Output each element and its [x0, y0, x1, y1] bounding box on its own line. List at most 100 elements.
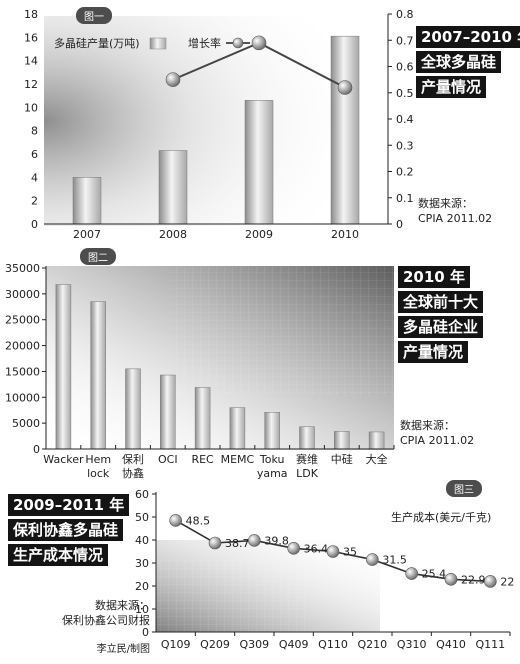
chart3-data-label: 38.7 [225, 537, 250, 550]
chart3-cost-point [326, 545, 340, 558]
chart3-cost-point [484, 575, 497, 588]
chart1-bar [158, 150, 188, 225]
chart3-credit: 李立民/制图 [96, 644, 150, 655]
chart3-cost-point [208, 536, 222, 550]
chart2-title: 2010 年 全球前十大 多晶硅企业 产量情况 [398, 266, 484, 363]
chart2-title-line: 多晶硅企业 [398, 316, 484, 338]
chart3-cost-point [169, 514, 182, 527]
chart2-source-line: 数据来源： [400, 419, 455, 432]
chart1-bar [330, 35, 360, 225]
chart2-badge-text: 图二 [88, 252, 108, 264]
chart3-data-label: 36.4 [304, 542, 329, 555]
chart3-title-line: 2009–2011 年 [8, 494, 130, 516]
chart2-bar [334, 431, 350, 450]
chart1-badge: 图一 [76, 7, 112, 24]
chart2-y-tick-label: 25000 [5, 314, 40, 327]
chart3-data-label: 22 [500, 575, 514, 588]
chart1-legend-line-marker [232, 37, 244, 49]
chart2-x-tick-label: 赛维 [296, 452, 318, 466]
chart2-source: 数据来源： CPIA 2011.02 [400, 418, 474, 448]
chart1-x-tick-label: 2009 [245, 228, 273, 241]
chart3-badge-text: 图三 [454, 484, 474, 496]
chart1-legend-line-label: 增长率 [188, 36, 221, 50]
chart1-badge-text: 图一 [84, 11, 104, 23]
chart2-x-tick-label: MEMC [221, 453, 255, 466]
chart3-x-tick-label: Q109 [161, 638, 191, 651]
chart2-bar [90, 301, 106, 450]
chart2-x-tick-label: 大全 [366, 452, 388, 466]
chart3-y-tick-label: 30 [135, 557, 149, 570]
chart1-left-tick-label: 12 [24, 78, 38, 91]
chart3-x-tick-label: Q209 [200, 638, 230, 651]
chart2-y-tick-label: 30000 [5, 288, 40, 301]
chart3-data-label: 31.5 [382, 554, 407, 567]
chart1-legend: 多晶硅产量(万吨) 增长率 [54, 36, 250, 50]
chart3-x-tick-label: Q110 [318, 638, 348, 651]
chart1-right-tick-label: 0 [396, 218, 403, 231]
chart2-y-tick-label: 5000 [12, 417, 40, 430]
chart3-x-tick-label: Q410 [436, 638, 466, 651]
chart3-cost-point [287, 541, 300, 555]
chart3-source: 数据来源： 保利协鑫公司财报 [30, 598, 150, 628]
chart3-data-label: 48.5 [186, 514, 211, 527]
chart2-y-tick-label: 10000 [5, 391, 40, 404]
chart2-bar [125, 368, 141, 450]
chart1-right-tick-label: 0.5 [396, 87, 414, 100]
chart1-left-tick-label: 10 [24, 101, 38, 114]
chart3-x-tick-label: Q111 [476, 638, 506, 651]
chart3-badge: 图三 [446, 480, 482, 497]
chart3-data-label: 39.8 [264, 534, 289, 547]
chart2-x-tick-label: Hem [85, 453, 111, 466]
chart3-cost-point [405, 567, 418, 580]
chart1-title: 2007–2010 年 全球多晶硅 产量情况 [416, 26, 520, 98]
chart1-x-tick-label: 2008 [159, 228, 187, 241]
chart2-x-tick-label: lock [87, 467, 110, 480]
chart1-x-tick-label: 2010 [331, 228, 359, 241]
chart2-bar [229, 407, 246, 450]
chart1-source-line: 数据来源： [418, 197, 473, 210]
chart2-y-tick-label: 0 [33, 443, 40, 456]
chart1-left-tick-label: 14 [24, 55, 38, 68]
chart3-glow-grid [156, 560, 306, 632]
chart1-right-tick-label: 0.2 [396, 166, 414, 179]
chart3-cost-point [366, 553, 379, 566]
chart2-bar [194, 387, 211, 450]
chart2-x-tick-label: 协鑫 [122, 466, 144, 480]
chart2-bar [160, 374, 176, 450]
chart1-title-line: 产量情况 [416, 76, 487, 98]
chart2-x-tick-label: Toku [259, 453, 285, 466]
chart3-series-label: 生产成本(美元/千克) [391, 510, 491, 524]
chart1-title-line: 全球多晶硅 [416, 51, 502, 73]
chart1-source-line: CPIA 2011.02 [418, 212, 493, 225]
chart3-source-line: 数据来源： [95, 599, 150, 612]
chart2-bar [368, 431, 385, 450]
chart1-growth-point [337, 80, 353, 95]
chart3-y-tick-label: 10 [135, 603, 149, 616]
chart1-growth-point [251, 35, 267, 51]
chart3-y-tick-label: 60 [135, 488, 149, 501]
chart2-title-line: 产量情况 [398, 341, 469, 363]
chart1-legend-bar-swatch [149, 37, 167, 50]
chart1-left-tick-label: 0 [31, 218, 38, 231]
chart2-bar [55, 284, 72, 450]
chart1-legend-bar-label: 多晶硅产量(万吨) [54, 36, 140, 50]
chart3-cost-point [444, 573, 458, 586]
chart1-right-tick-label: 0.6 [396, 61, 414, 74]
chart3-cost-point [248, 534, 261, 547]
chart3-title: 2009–2011 年 保利协鑫多晶硅 生产成本情况 [8, 494, 130, 566]
chart2-glow-grid [170, 266, 394, 396]
chart3-y-tick-label: 20 [135, 580, 149, 593]
chart3-x-tick-label: Q309 [240, 638, 270, 651]
chart1-left-tick-label: 2 [31, 195, 38, 208]
chart1-left-tick-label: 4 [31, 171, 38, 184]
chart3-x-tick-label: Q310 [397, 638, 427, 651]
chart2-x-tick-label: 保利 [122, 452, 144, 466]
chart1-left-tick-label: 6 [31, 148, 38, 161]
chart2-x-tick-label: OCI [158, 453, 178, 466]
chart3-x-tick-label: Q409 [279, 638, 309, 651]
chart3-data-label: 25.4 [422, 568, 447, 581]
chart2-title-line: 全球前十大 [398, 291, 484, 313]
chart2-x-tick-label: REC [191, 453, 214, 466]
chart1-x-tick-label: 2007 [73, 228, 101, 241]
